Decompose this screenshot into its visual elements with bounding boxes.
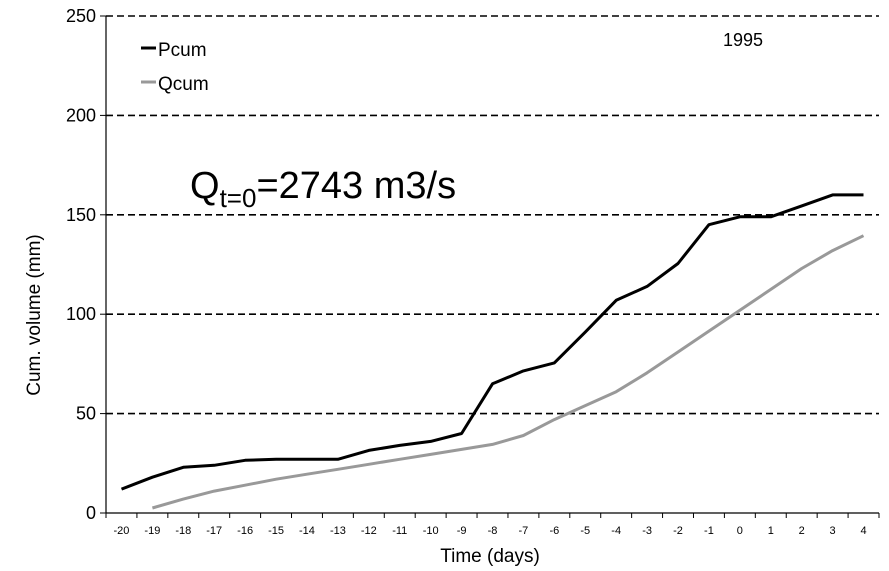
x-tick-label--11: -11: [392, 525, 407, 537]
x-tick-label--15: -15: [268, 525, 284, 537]
series-lines: [120, 193, 865, 510]
legend-label-pcum: Pcum: [158, 40, 207, 61]
x-tick-label--8: -8: [488, 525, 498, 537]
year-label: 1995: [723, 30, 763, 50]
x-tick-label--18: -18: [175, 525, 191, 537]
x-tick-label--6: -6: [549, 525, 559, 537]
y-tick-label-250: 250: [66, 6, 96, 26]
x-tick-label--1: -1: [704, 525, 714, 537]
x-tick-label--13: -13: [330, 525, 346, 537]
series-line-pcum: [120, 193, 864, 491]
x-tick-label--16: -16: [237, 525, 253, 537]
x-tick-label--19: -19: [144, 525, 160, 537]
x-tick-label-3: 3: [830, 525, 836, 537]
x-tick-label-4: 4: [860, 525, 866, 537]
y-tick-label-200: 200: [66, 105, 96, 125]
x-tick-label--9: -9: [457, 525, 467, 537]
y-axis-title: Cum. volume (mm): [24, 234, 45, 396]
y-tick-label-50: 50: [76, 404, 96, 424]
x-tick-labels: -20 -19 -18 -17 -16 -15 -14 -13 -12 -11 -10 -9 -8 -7-…: [114, 525, 867, 537]
x-tick-label--5: -5: [580, 525, 590, 537]
discharge-q: Q: [190, 165, 220, 207]
x-tick-label--12: -12: [361, 525, 377, 537]
gridlines: [106, 15, 879, 415]
x-tick-label--10: -10: [423, 525, 439, 537]
y-tick-label-150: 150: [66, 205, 96, 225]
axes: [100, 15, 880, 518]
x-tick-label--14: -14: [299, 525, 315, 537]
y-tick-labels: 0 50 100 150 200 250: [66, 6, 96, 523]
x-tick-label--3: -3: [642, 525, 652, 537]
legend-label-qcum: Qcum: [158, 74, 209, 95]
x-tick-label--4: -4: [611, 525, 621, 537]
x-axis-title: Time (days): [440, 546, 540, 567]
discharge-annotation: Qt=0=2743 m3/s: [190, 165, 456, 213]
x-tick-label--20: -20: [114, 525, 130, 537]
x-tick-label--17: -17: [206, 525, 222, 537]
x-tick-label-2: 2: [799, 525, 805, 537]
legend: Pcum Qcum: [141, 40, 209, 95]
x-tick-label-1: 1: [768, 525, 774, 537]
series-line-qcum: [151, 234, 865, 510]
discharge-subscript: t=0: [220, 183, 257, 213]
x-tick-label-0: 0: [737, 525, 743, 537]
discharge-value: =2743 m3/s: [256, 165, 456, 207]
y-tick-label-0: 0: [86, 503, 96, 523]
x-tick-label--7: -7: [519, 525, 529, 537]
x-tick-label--2: -2: [673, 525, 683, 537]
y-tick-label-100: 100: [66, 304, 96, 324]
